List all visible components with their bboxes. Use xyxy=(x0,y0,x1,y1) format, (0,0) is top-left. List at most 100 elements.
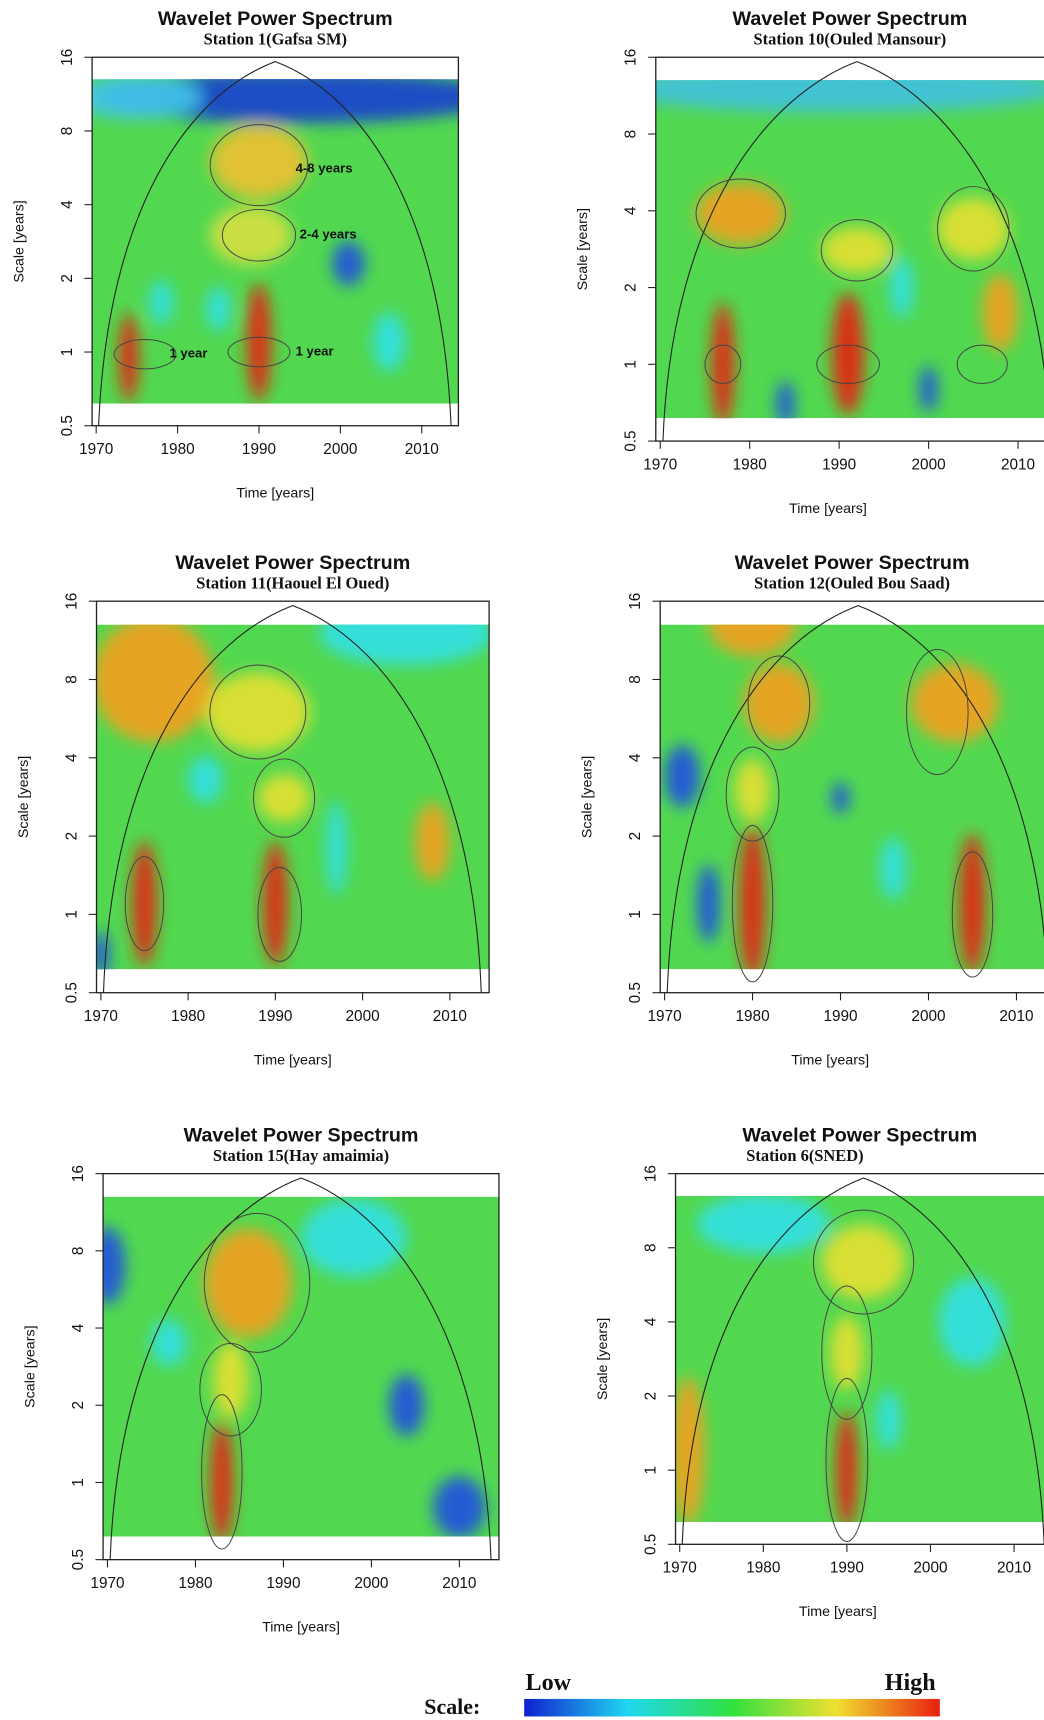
highlight-ellipse xyxy=(209,124,309,207)
x-tick-label: 1980 xyxy=(733,456,767,473)
power-blob xyxy=(831,782,850,814)
y-tick-label: 8 xyxy=(70,1247,87,1256)
highlight-ellipse xyxy=(227,336,291,368)
y-axis-label: Scale [years] xyxy=(12,200,28,282)
heatmap xyxy=(96,624,490,970)
cone-of-influence xyxy=(681,1177,1044,1545)
cone-of-influence xyxy=(98,61,452,426)
power-blob xyxy=(708,624,797,656)
plot-frame xyxy=(655,56,1044,442)
heatmap-blobs xyxy=(675,1195,1006,1523)
power-blob xyxy=(149,279,174,325)
x-axis-label: Time [years] xyxy=(789,501,867,517)
x-tick-label: 1970 xyxy=(643,456,677,473)
power-blob xyxy=(263,840,288,967)
power-blob xyxy=(414,802,450,882)
chart-title: Wavelet Power Spectrum xyxy=(175,552,410,574)
power-blob xyxy=(937,198,1010,260)
x-tick-label: 2000 xyxy=(911,1008,945,1025)
heatmap xyxy=(655,80,1044,419)
power-blob xyxy=(372,312,406,372)
heatmap-blobs xyxy=(96,624,490,970)
annotation: 1 year xyxy=(296,344,334,359)
x-axis-label: Time [years] xyxy=(254,1052,332,1068)
y-tick-label: 4 xyxy=(623,206,640,215)
y-tick-label: 0.5 xyxy=(627,982,644,1003)
highlight-ellipse xyxy=(812,1209,915,1315)
y-tick-label: 4 xyxy=(70,1323,87,1332)
x-tick-label: 2000 xyxy=(912,456,946,473)
power-blob xyxy=(204,1228,293,1337)
power-blob xyxy=(210,1420,234,1537)
y-tick-label: 16 xyxy=(623,49,640,66)
annotation: 2-4 years xyxy=(300,227,357,242)
highlight-ellipse xyxy=(820,219,894,282)
y-tick-label: 16 xyxy=(642,1165,659,1182)
power-blob xyxy=(830,1315,864,1390)
power-blob xyxy=(919,366,938,413)
chart-subtitle: Station 12(Ouled Bou Saad) xyxy=(754,574,950,593)
x-tick-label: 2010 xyxy=(1001,456,1035,473)
plot-frame xyxy=(102,1172,500,1561)
power-blob xyxy=(188,756,224,804)
x-tick-label: 1990 xyxy=(242,441,276,458)
y-tick-label: 2 xyxy=(623,283,640,292)
power-blob xyxy=(96,624,215,743)
x-axis-label: Time [years] xyxy=(262,1619,340,1635)
power-blob xyxy=(890,256,914,319)
highlight-ellipse xyxy=(956,344,1008,385)
y-tick-label: 2 xyxy=(59,274,76,283)
power-blob xyxy=(696,182,786,245)
chart-title: Wavelet Power Spectrum xyxy=(742,1125,977,1147)
highlight-ellipse xyxy=(725,746,780,842)
x-tick-label: 1980 xyxy=(746,1559,780,1576)
y-axis-label: Scale [years] xyxy=(575,208,591,290)
power-blob xyxy=(301,1199,407,1277)
y-axis-label: Scale [years] xyxy=(595,1318,611,1400)
power-blob xyxy=(206,286,231,332)
chart-subtitle: Station 1(Gafsa SM) xyxy=(204,30,347,49)
highlight-ellipse xyxy=(201,1394,243,1550)
y-tick-label: 0.5 xyxy=(623,430,640,451)
y-tick-label: 2 xyxy=(70,1401,87,1410)
colorbar xyxy=(524,1698,940,1717)
power-blob xyxy=(389,1374,425,1437)
y-tick-label: 16 xyxy=(63,593,80,610)
cone-of-influence xyxy=(662,61,1044,442)
highlight-ellipse xyxy=(124,856,165,952)
power-blob xyxy=(938,1277,1006,1367)
highlight-ellipse xyxy=(731,824,774,983)
y-tick-label: 8 xyxy=(642,1243,659,1252)
power-blob xyxy=(880,837,907,900)
y-tick-label: 1 xyxy=(623,360,640,369)
heatmap xyxy=(103,1196,499,1537)
highlight-ellipse xyxy=(816,344,880,385)
heatmap-blobs xyxy=(92,79,459,402)
power-blob xyxy=(246,282,272,401)
y-tick-label: 8 xyxy=(59,127,76,136)
y-tick-label: 8 xyxy=(623,130,640,139)
highlight-ellipse xyxy=(209,664,307,760)
y-tick-label: 0.5 xyxy=(63,982,80,1003)
x-tick-label: 1990 xyxy=(830,1559,864,1576)
y-tick-label: 2 xyxy=(627,832,644,841)
x-tick-label: 1970 xyxy=(84,1008,118,1025)
power-blob xyxy=(332,241,365,286)
annotation: 4-8 years xyxy=(296,160,353,175)
power-blob xyxy=(821,1224,906,1300)
x-tick-label: 2010 xyxy=(997,1559,1031,1576)
y-tick-label: 1 xyxy=(63,910,80,919)
y-tick-label: 16 xyxy=(627,593,644,610)
highlight-ellipse xyxy=(937,186,1010,272)
heatmap-blobs xyxy=(103,1199,486,1537)
chart-title: Wavelet Power Spectrum xyxy=(158,8,393,30)
x-tick-label: 1980 xyxy=(171,1008,205,1025)
plot-frame xyxy=(674,1172,1044,1545)
highlight-ellipse xyxy=(257,866,303,962)
x-tick-label: 1990 xyxy=(822,456,856,473)
x-tick-label: 2000 xyxy=(323,441,357,458)
power-blob xyxy=(821,227,893,274)
